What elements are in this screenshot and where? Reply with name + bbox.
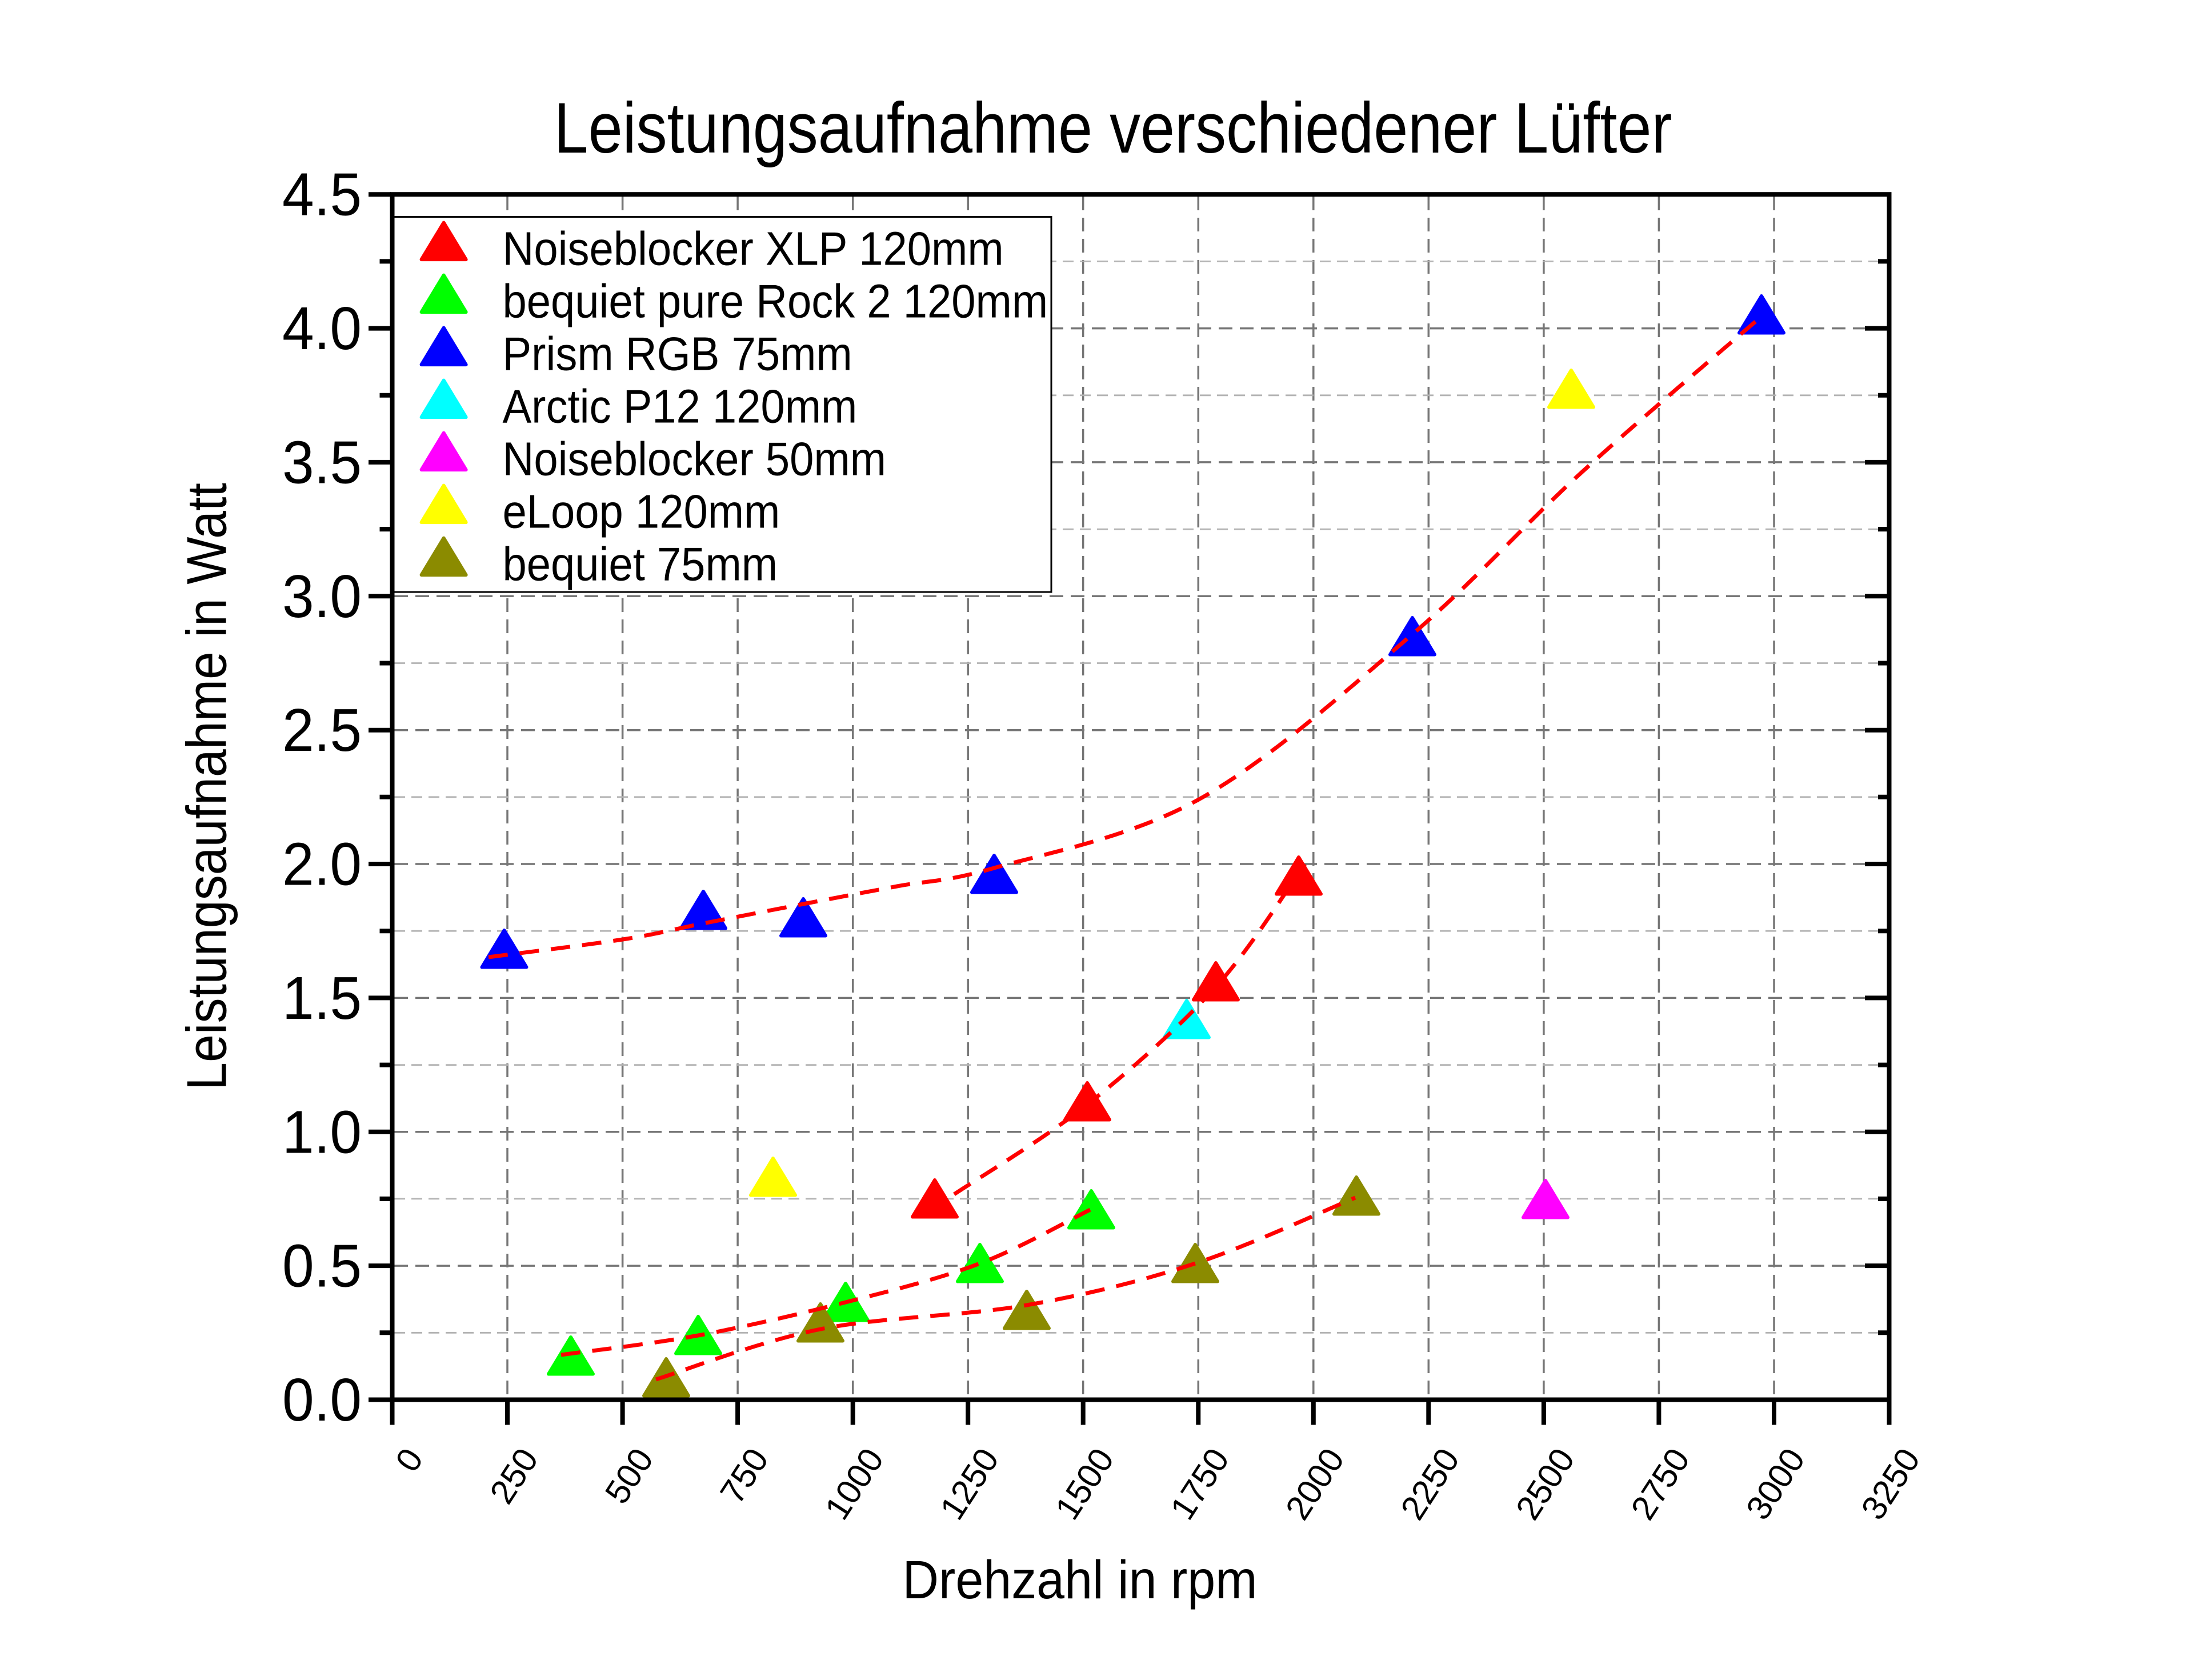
- svg-text:2.0: 2.0: [282, 830, 362, 898]
- svg-text:4.5: 4.5: [282, 161, 362, 228]
- svg-text:bequiet pure Rock 2 120mm: bequiet pure Rock 2 120mm: [503, 274, 1048, 327]
- svg-text:Prism RGB 75mm: Prism RGB 75mm: [503, 327, 852, 380]
- svg-text:3.0: 3.0: [282, 562, 362, 630]
- svg-text:3.5: 3.5: [282, 429, 362, 496]
- svg-text:Noiseblocker 50mm: Noiseblocker 50mm: [503, 432, 886, 485]
- svg-text:Drehzahl in rpm: Drehzahl in rpm: [902, 1550, 1257, 1610]
- svg-text:1.0: 1.0: [282, 1098, 362, 1166]
- svg-text:eLoop 120mm: eLoop 120mm: [503, 485, 780, 538]
- svg-text:Leistungsaufnahme verschiedene: Leistungsaufnahme verschiedener Lüfter: [554, 87, 1672, 167]
- svg-text:2.5: 2.5: [282, 697, 362, 764]
- svg-text:1.5: 1.5: [282, 964, 362, 1031]
- svg-text:Arctic P12 120mm: Arctic P12 120mm: [503, 379, 858, 433]
- svg-text:bequiet 75mm: bequiet 75mm: [503, 537, 778, 590]
- svg-text:0.5: 0.5: [282, 1232, 362, 1299]
- svg-text:0.0: 0.0: [282, 1366, 362, 1433]
- svg-text:4.0: 4.0: [282, 294, 362, 362]
- svg-text:Leistungsaufnahme in Watt: Leistungsaufnahme in Watt: [175, 483, 238, 1090]
- svg-text:Noiseblocker XLP 120mm: Noiseblocker XLP 120mm: [503, 222, 1004, 275]
